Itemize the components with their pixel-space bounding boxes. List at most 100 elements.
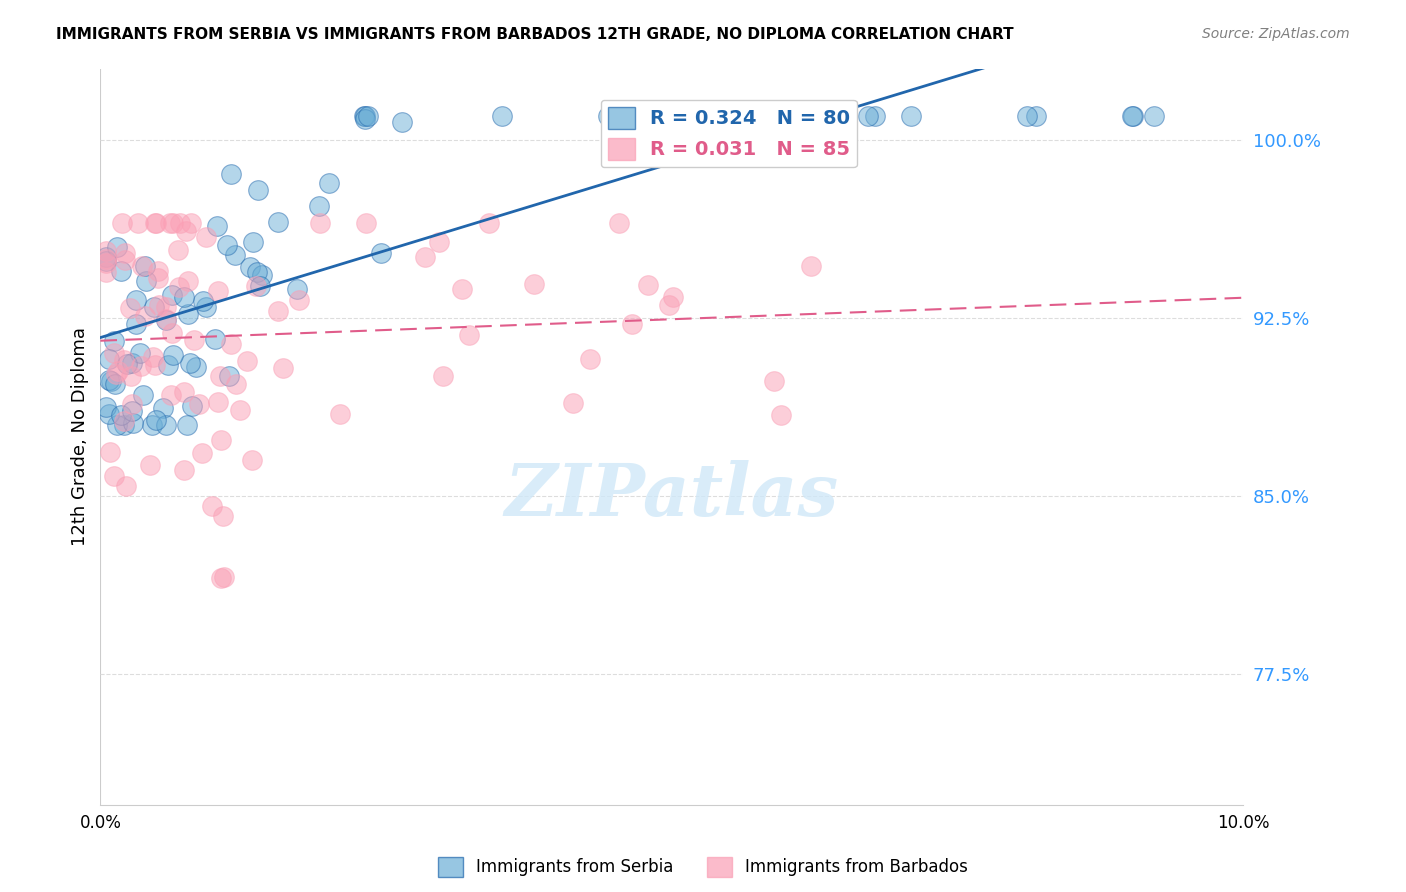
Immigrants from Serbia <box>354 112 377 127</box>
Immigrants from Barbados <box>177 274 200 288</box>
Immigrants from Serbia <box>98 373 121 387</box>
Immigrants from Barbados <box>607 216 630 230</box>
Immigrants from Barbados <box>209 433 232 447</box>
Immigrants from Serbia <box>155 313 177 327</box>
Immigrants from Serbia <box>173 290 195 304</box>
Immigrants from Serbia <box>246 183 269 197</box>
Immigrants from Barbados <box>235 354 257 368</box>
Immigrants from Serbia <box>710 109 733 123</box>
Immigrants from Serbia <box>1015 109 1038 123</box>
Immigrants from Serbia <box>110 408 132 422</box>
Immigrants from Serbia <box>177 307 200 321</box>
Immigrants from Barbados <box>209 571 232 585</box>
Immigrants from Barbados <box>207 284 229 298</box>
Immigrants from Barbados <box>478 216 501 230</box>
Text: IMMIGRANTS FROM SERBIA VS IMMIGRANTS FROM BARBADOS 12TH GRADE, NO DIPLOMA CORREL: IMMIGRANTS FROM SERBIA VS IMMIGRANTS FRO… <box>56 27 1014 42</box>
Immigrants from Barbados <box>240 452 263 467</box>
Immigrants from Serbia <box>207 219 229 233</box>
Immigrants from Barbados <box>145 216 167 230</box>
Immigrants from Barbados <box>658 297 681 311</box>
Immigrants from Serbia <box>94 250 117 264</box>
Immigrants from Barbados <box>329 407 352 421</box>
Immigrants from Barbados <box>432 369 454 384</box>
Immigrants from Serbia <box>181 400 204 414</box>
Immigrants from Serbia <box>598 109 620 123</box>
Immigrants from Barbados <box>173 385 195 400</box>
Immigrants from Serbia <box>242 235 264 249</box>
Immigrants from Serbia <box>644 109 666 123</box>
Immigrants from Barbados <box>143 358 166 372</box>
Immigrants from Serbia <box>152 401 174 415</box>
Immigrants from Serbia <box>195 300 218 314</box>
Immigrants from Barbados <box>174 224 197 238</box>
Immigrants from Barbados <box>427 235 450 249</box>
Immigrants from Serbia <box>186 360 208 375</box>
Immigrants from Barbados <box>94 265 117 279</box>
Immigrants from Barbados <box>187 397 209 411</box>
Immigrants from Serbia <box>391 115 413 129</box>
Immigrants from Serbia <box>224 247 246 261</box>
Immigrants from Barbados <box>562 396 585 410</box>
Immigrants from Barbados <box>769 408 792 422</box>
Text: ZIPatlas: ZIPatlas <box>505 460 839 531</box>
Immigrants from Barbados <box>142 350 165 364</box>
Immigrants from Serbia <box>285 282 308 296</box>
Immigrants from Serbia <box>160 288 183 302</box>
Immigrants from Barbados <box>245 278 267 293</box>
Immigrants from Barbados <box>98 445 121 459</box>
Immigrants from Barbados <box>148 298 170 312</box>
Immigrants from Serbia <box>124 317 146 331</box>
Immigrants from Barbados <box>155 300 177 314</box>
Immigrants from Barbados <box>173 462 195 476</box>
Immigrants from Barbados <box>155 312 177 326</box>
Immigrants from Barbados <box>160 326 183 340</box>
Immigrants from Barbados <box>139 458 162 473</box>
Immigrants from Barbados <box>129 359 152 373</box>
Immigrants from Serbia <box>104 377 127 392</box>
Immigrants from Serbia <box>491 109 513 123</box>
Immigrants from Barbados <box>356 216 378 230</box>
Immigrants from Barbados <box>800 259 823 273</box>
Immigrants from Barbados <box>523 277 546 292</box>
Immigrants from Barbados <box>229 403 252 417</box>
Immigrants from Barbados <box>201 499 224 513</box>
Immigrants from Serbia <box>250 268 273 282</box>
Immigrants from Serbia <box>219 167 242 181</box>
Immigrants from Barbados <box>107 364 129 378</box>
Immigrants from Serbia <box>249 279 271 293</box>
Immigrants from Barbados <box>211 508 233 523</box>
Immigrants from Serbia <box>125 293 148 307</box>
Immigrants from Serbia <box>353 109 375 123</box>
Immigrants from Serbia <box>308 199 330 213</box>
Immigrants from Serbia <box>112 417 135 432</box>
Immigrants from Serbia <box>218 368 240 383</box>
Immigrants from Serbia <box>132 388 155 402</box>
Immigrants from Barbados <box>146 264 169 278</box>
Immigrants from Barbados <box>662 290 685 304</box>
Immigrants from Barbados <box>267 303 290 318</box>
Immigrants from Barbados <box>450 282 472 296</box>
Immigrants from Serbia <box>134 260 156 274</box>
Immigrants from Serbia <box>94 254 117 268</box>
Immigrants from Serbia <box>863 109 886 123</box>
Immigrants from Barbados <box>271 361 294 376</box>
Immigrants from Serbia <box>141 417 163 432</box>
Immigrants from Serbia <box>103 334 125 348</box>
Immigrants from Serbia <box>105 417 128 432</box>
Immigrants from Serbia <box>122 416 145 430</box>
Immigrants from Barbados <box>112 414 135 428</box>
Immigrants from Serbia <box>1025 109 1047 123</box>
Immigrants from Barbados <box>114 246 136 260</box>
Immigrants from Barbados <box>457 328 479 343</box>
Immigrants from Serbia <box>129 346 152 360</box>
Immigrants from Serbia <box>353 109 375 123</box>
Immigrants from Barbados <box>94 252 117 267</box>
Immigrants from Serbia <box>204 332 226 346</box>
Immigrants from Serbia <box>246 265 269 279</box>
Immigrants from Barbados <box>219 336 242 351</box>
Immigrants from Barbados <box>121 397 143 411</box>
Immigrants from Barbados <box>160 388 183 402</box>
Immigrants from Serbia <box>620 109 643 123</box>
Immigrants from Serbia <box>858 109 880 123</box>
Immigrants from Barbados <box>166 243 188 257</box>
